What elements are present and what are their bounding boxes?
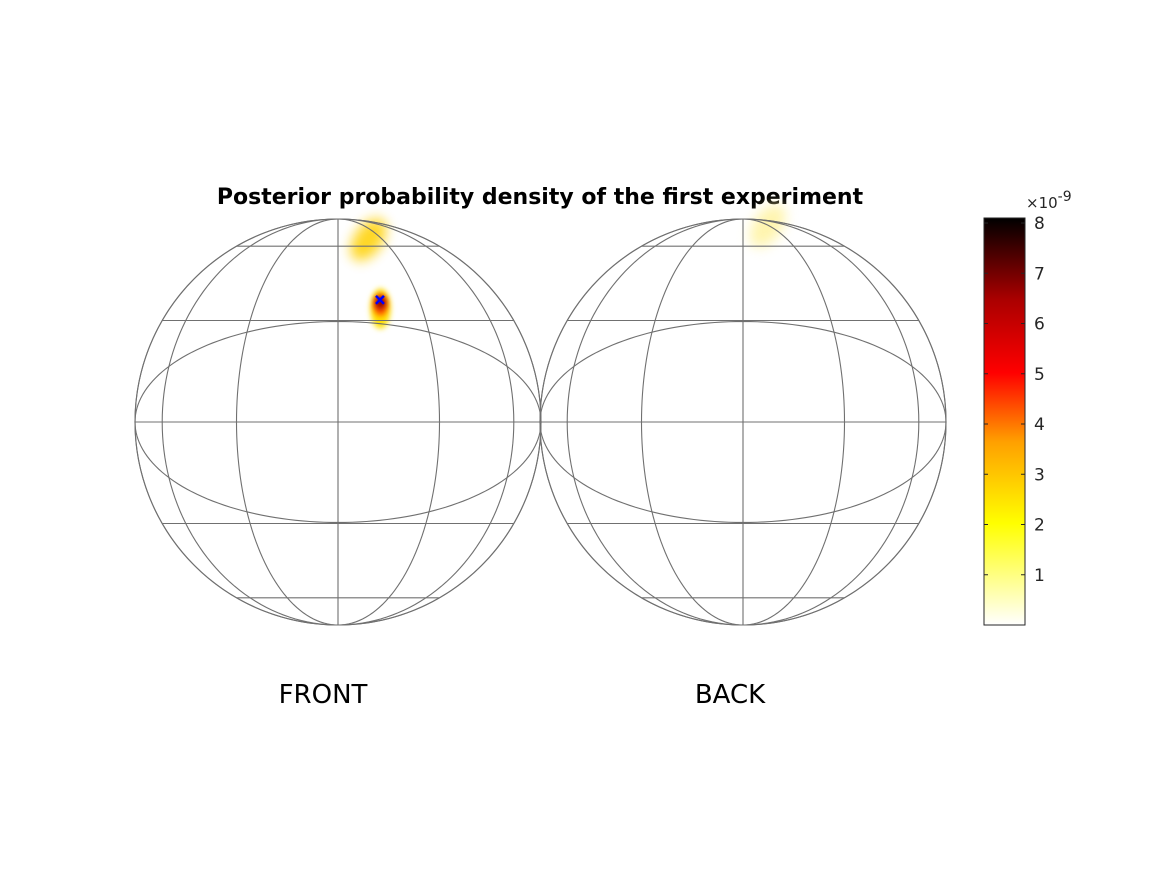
colorbar-tick-label: 3 [1034,465,1045,485]
colorbar-tick-label: 2 [1034,516,1045,536]
great-circle [539,421,947,524]
colorbar-tick-label: 7 [1034,264,1045,284]
colorbar-tick-label: 6 [1034,315,1045,335]
colorbar: 1 2 3 4 5 6 7 8 ×10-9 [983,189,1072,626]
globe-front [134,218,542,626]
colorbar-tick-label: 4 [1034,415,1045,435]
marker-stroke [375,294,385,305]
density-blob-outer [350,218,387,261]
density-blob [350,218,387,261]
great-circle [134,421,542,524]
marker-layer [375,294,385,305]
colorbar-tick-label: 1 [1034,566,1045,586]
great-circle [539,320,947,423]
great-circle [134,320,542,423]
density-blob [370,288,391,329]
colorbar-tick-label: 5 [1034,365,1045,385]
density-layer [350,204,786,329]
panel-label-front: FRONT [278,680,368,710]
panel-label-back: BACK [694,680,766,710]
globe-back [539,218,947,626]
colorbar-gradient [983,217,1026,626]
density-blob [749,204,786,248]
density-blob-core [375,296,386,309]
max-location-marker [375,294,385,305]
chart-title: Posterior probability density of the fir… [216,185,864,210]
density-blob-outer [749,204,786,248]
colorbar-ticks: 1 2 3 4 5 6 7 8 [984,214,1045,586]
colorbar-exponent-label: ×10-9 [1026,189,1072,212]
colorbar-tick-label: 8 [1034,214,1045,234]
